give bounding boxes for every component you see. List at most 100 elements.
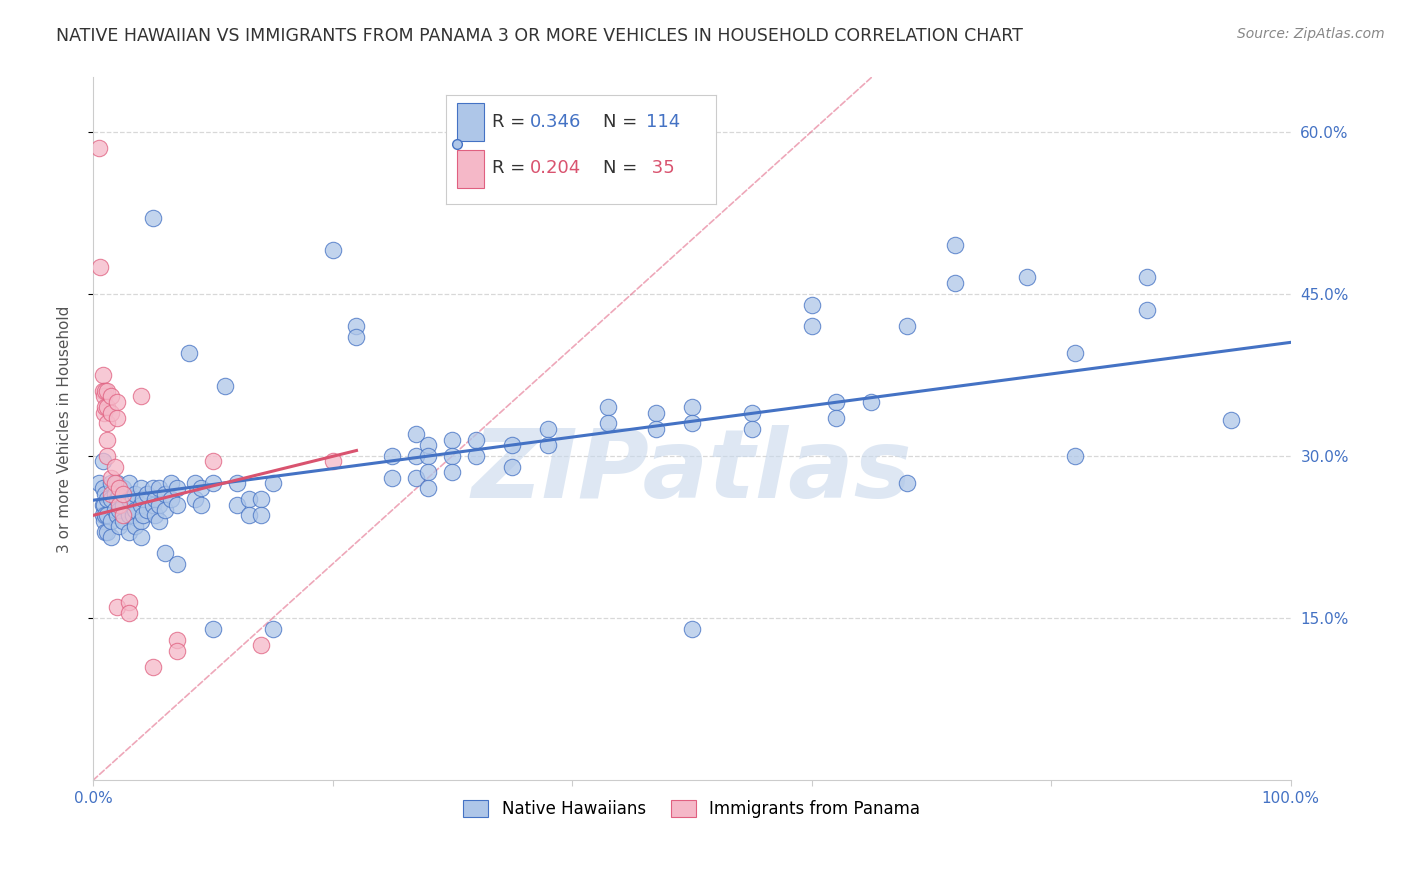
Point [121, 492, 143, 507]
Point [166, 481, 188, 495]
Point [262, 622, 284, 636]
Point [249, 492, 271, 507]
Point [87, 475, 110, 490]
Point [100, 514, 122, 528]
Point [824, 411, 846, 425]
Point [96, 401, 118, 415]
Point [405, 427, 427, 442]
Point [346, 319, 368, 334]
Point [129, 389, 152, 403]
Point [1219, 413, 1241, 427]
Point [91, 481, 114, 495]
Point [346, 330, 368, 344]
Point [249, 638, 271, 652]
Point [596, 417, 619, 431]
Point [681, 401, 703, 415]
Point [94, 487, 117, 501]
Point [96, 449, 118, 463]
Point [108, 481, 131, 495]
Point [1136, 270, 1159, 285]
Point [824, 394, 846, 409]
Point [129, 514, 152, 528]
Point [105, 508, 128, 523]
Point [129, 498, 152, 512]
Point [166, 632, 188, 647]
Point [93, 389, 115, 403]
Point [190, 498, 212, 512]
Point [896, 319, 918, 334]
Point [118, 595, 141, 609]
Point [166, 557, 188, 571]
Point [91, 508, 114, 523]
Text: NATIVE HAWAIIAN VS IMMIGRANTS FROM PANAMA 3 OR MORE VEHICLES IN HOUSEHOLD CORREL: NATIVE HAWAIIAN VS IMMIGRANTS FROM PANAM… [56, 27, 1024, 45]
Point [132, 492, 155, 507]
Point [96, 417, 118, 431]
Point [124, 487, 146, 501]
Point [214, 378, 236, 392]
Point [238, 508, 260, 523]
Point [1017, 270, 1039, 285]
Point [800, 319, 823, 334]
Point [177, 346, 200, 360]
Point [111, 498, 134, 512]
Point [441, 465, 464, 479]
Point [201, 475, 224, 490]
Point [93, 406, 115, 420]
Point [91, 384, 114, 398]
Point [118, 524, 141, 539]
Point [108, 503, 131, 517]
Point [135, 487, 157, 501]
Point [143, 492, 166, 507]
Legend: Native Hawaiians, Immigrants from Panama: Native Hawaiians, Immigrants from Panama [457, 793, 927, 825]
Point [148, 498, 170, 512]
Point [108, 498, 131, 512]
Point [148, 514, 170, 528]
Point [118, 475, 141, 490]
Point [94, 524, 117, 539]
Point [124, 519, 146, 533]
Point [91, 498, 114, 512]
Point [405, 449, 427, 463]
Point [100, 470, 122, 484]
Point [94, 401, 117, 415]
Point [262, 475, 284, 490]
Point [148, 481, 170, 495]
Point [118, 492, 141, 507]
Point [160, 492, 183, 507]
Point [94, 384, 117, 398]
Point [96, 433, 118, 447]
Point [142, 211, 165, 225]
Point [153, 503, 176, 517]
Point [418, 465, 440, 479]
Point [741, 406, 763, 420]
Point [418, 449, 440, 463]
Point [1064, 449, 1087, 463]
Point [93, 514, 115, 528]
Point [129, 530, 152, 544]
Point [96, 492, 118, 507]
Point [465, 449, 488, 463]
Text: ZIPatlas: ZIPatlas [471, 425, 912, 517]
Point [105, 411, 128, 425]
Point [142, 481, 165, 495]
Point [135, 503, 157, 517]
Point [103, 503, 125, 517]
Point [118, 508, 141, 523]
Point [108, 519, 131, 533]
Point [121, 508, 143, 523]
Point [160, 475, 183, 490]
Point [225, 475, 247, 490]
Y-axis label: 3 or more Vehicles in Household: 3 or more Vehicles in Household [58, 305, 72, 552]
Point [105, 600, 128, 615]
Point [441, 433, 464, 447]
Point [501, 459, 523, 474]
Point [111, 508, 134, 523]
Point [322, 454, 344, 468]
Point [537, 438, 560, 452]
Point [184, 475, 207, 490]
Point [322, 244, 344, 258]
Point [100, 487, 122, 501]
Point [93, 498, 115, 512]
Point [118, 606, 141, 620]
Point [105, 394, 128, 409]
